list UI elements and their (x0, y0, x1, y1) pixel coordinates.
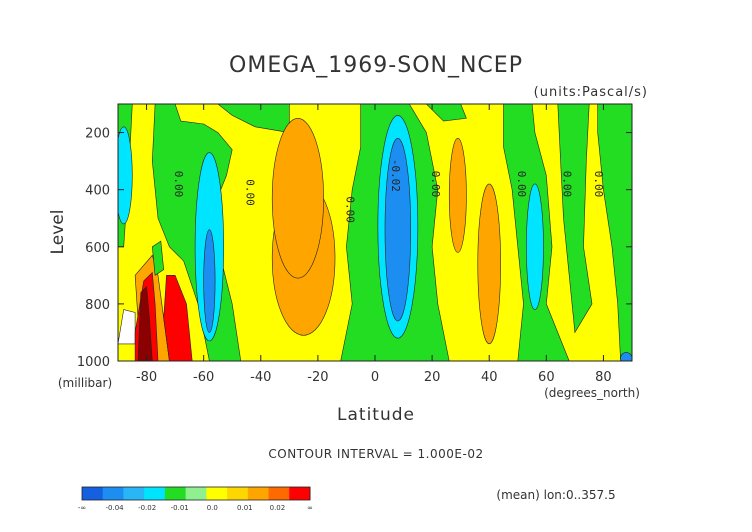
colorbar-label: -0.02 (138, 504, 156, 512)
colorbar-swatch (82, 487, 104, 500)
region-fill (203, 229, 216, 333)
colorbar-label: 0.0 (207, 504, 218, 512)
contour-label: 0.00 (172, 171, 185, 198)
y-tick-label: 1000 (77, 355, 110, 370)
colorbar-swatch (206, 487, 228, 500)
x-tick-label: 40 (481, 370, 498, 385)
contour-label: 0.00 (515, 171, 528, 198)
region-fill (477, 183, 501, 345)
region-fill (271, 117, 324, 279)
colorbar-swatch (144, 487, 166, 500)
x-tick-label: -60 (193, 370, 214, 385)
units-note: (units:Pascal/s) (534, 85, 648, 100)
y-axis-units: (millibar) (58, 376, 112, 390)
colorbar-swatch (289, 487, 311, 500)
region-fill (597, 104, 632, 361)
y-tick-label: 600 (85, 241, 110, 256)
region-fill (620, 352, 632, 361)
y-tick-label: 400 (85, 184, 110, 199)
y-axis-label: Level (48, 210, 68, 255)
region-fill (151, 240, 165, 276)
colorbar-swatch (123, 487, 145, 500)
colorbar-swatch (227, 487, 249, 500)
contour-label: 0.00 (429, 171, 442, 198)
x-tick-label: -20 (307, 370, 328, 385)
y-tick-label: 800 (85, 298, 110, 313)
colorbar-swatch (164, 487, 187, 500)
region-fill (448, 137, 467, 253)
contour-label: 0.00 (343, 196, 356, 223)
region-fill (557, 104, 593, 334)
region-fill (526, 183, 544, 310)
x-tick-label: 0 (371, 370, 379, 385)
x-tick-label: -80 (136, 370, 157, 385)
region-fill (217, 104, 290, 133)
x-tick-label: 80 (595, 370, 612, 385)
colorbar-swatch (102, 487, 124, 500)
region-fill (137, 286, 153, 361)
contour-label: -0.02 (389, 159, 402, 192)
x-axis-label: Latitude (337, 405, 415, 425)
colorbar-label: ∞ (307, 504, 313, 512)
plot-area: 0.00 0.00 0.00 -0.02 0.00 0.00 0.00 0.00 -80 -60 -… (77, 103, 633, 385)
colorbar-swatch (247, 487, 270, 500)
y-tick-label: 200 (85, 127, 110, 142)
x-tick-label: 20 (424, 370, 441, 385)
colorbar-frame (81, 486, 311, 501)
footnote: (mean) lon:0..357.5 (496, 488, 615, 502)
x-axis-units: (degrees_north) (544, 386, 640, 400)
colorbar-swatch (185, 487, 207, 500)
colorbar: -∞ -0.04 -0.02 -0.01 0.0 0.01 0.02 ∞ (78, 486, 313, 512)
region-fill (425, 104, 467, 122)
region-fill (118, 126, 133, 225)
contour-label: 0.00 (560, 171, 573, 198)
x-tick-label: 60 (538, 370, 555, 385)
colorbar-label: 0.01 (237, 504, 253, 512)
x-tick-label: -40 (250, 370, 271, 385)
contour-label: 0.00 (244, 179, 257, 206)
region-fill (384, 137, 411, 322)
colorbar-label: -0.01 (171, 504, 189, 512)
colorbar-swatch (268, 487, 290, 500)
colorbar-label: -∞ (78, 504, 86, 512)
region-fill (163, 275, 193, 361)
contour-interval: CONTOUR INTERVAL = 1.000E-02 (268, 447, 483, 461)
colorbar-label: -0.04 (106, 504, 125, 512)
chart-title: OMEGA_1969-SON_NCEP (229, 53, 523, 78)
contour-fills (118, 104, 632, 361)
colorbar-label: 0.02 (270, 504, 286, 512)
contour-label: 0.00 (592, 171, 605, 198)
